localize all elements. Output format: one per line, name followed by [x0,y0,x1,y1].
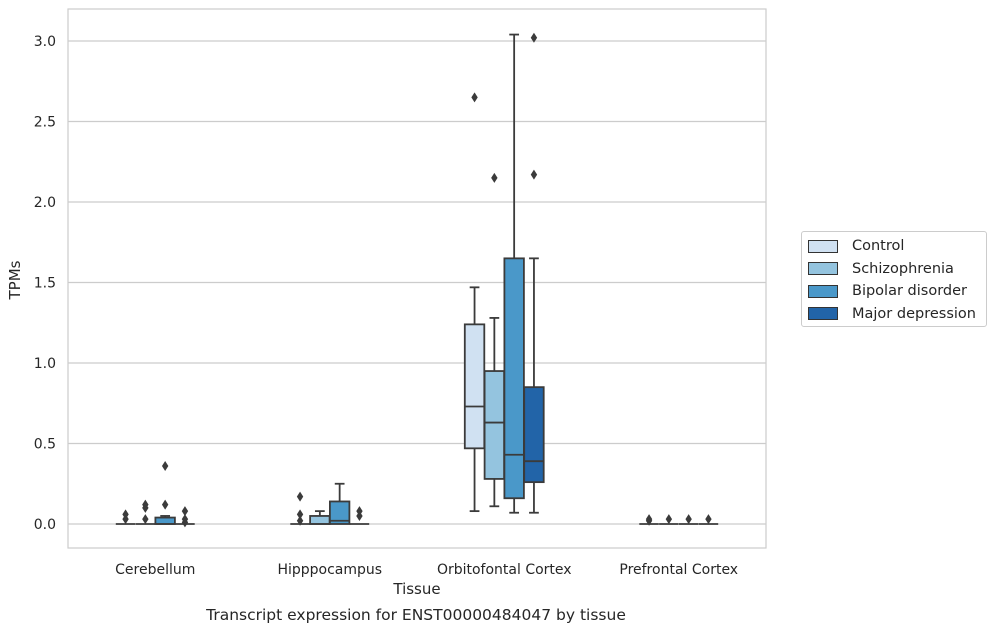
y-tick-label: 0.0 [34,517,56,533]
box-body [309,515,331,525]
box-major-depression [523,32,545,514]
x-tick-labels: Cerebellum Hipppocampus Orbitofontal Corte… [115,562,738,578]
box-major-depression [698,514,719,525]
chart-caption: Transcript expression for ENST0000048404… [206,606,626,624]
box-schizophrenia [483,172,506,508]
legend-swatch [808,239,838,253]
outlier-point [685,514,692,525]
legend-item: Major depression [808,304,976,324]
boxes-layer [115,32,719,528]
legend-item: Bipolar disorder [808,281,967,301]
legend-label: Major depression [852,305,976,322]
outlier-point [142,499,149,510]
outlier-point [296,515,304,526]
box-body [483,370,506,480]
x-tick-label: Hipppocampus [277,562,382,578]
y-tick-labels: 0.0 0.5 1.0 1.5 2.0 2.5 3.0 [34,34,56,533]
legend-item: Control [808,236,904,256]
box-bipolar-disorder [154,461,176,525]
y-tick-label: 1.5 [34,276,56,292]
y-tick-label: 2.0 [34,195,56,211]
box-body [463,323,486,450]
legend-swatch [808,284,838,298]
box-bipolar-disorder [328,482,351,525]
x-tick-label: Orbitofontal Cortex [437,562,572,578]
outlier-point [530,32,538,43]
box-bipolar-disorder [503,33,525,514]
box-schizophrenia [135,499,156,525]
outlier-point [530,169,538,180]
box-schizophrenia [309,510,331,525]
box-control [290,491,310,526]
legend: Control Schizophrenia Bipolar disorder Majo… [801,231,987,327]
outlier-point [665,514,673,525]
y-tick-label: 1.0 [34,356,56,372]
outlier-point [471,92,478,103]
box-body [503,257,525,500]
box-major-depression [349,506,370,525]
grid-lines [68,40,766,525]
outlier-point [491,172,498,183]
box-control [463,92,486,513]
box-major-depression [175,506,195,528]
x-tick-label: Prefrontal Cortex [619,562,738,578]
outlier-point [356,506,363,517]
plot-area [67,8,767,549]
box-bipolar-disorder [678,514,699,525]
y-axis-label: TPMs [6,260,24,300]
legend-label: Schizophrenia [852,260,954,277]
legend-swatch [808,307,838,320]
box-body [328,500,351,525]
legend-item: Schizophrenia [808,259,954,279]
outlier-point [705,514,712,525]
outlier-point [122,509,129,520]
legend-swatch [808,262,838,275]
outlier-point [161,461,169,472]
x-axis-label: Tissue [392,580,440,598]
outlier-point [296,491,304,502]
box-schizophrenia [659,514,679,525]
box-control [639,514,659,526]
box-control [115,509,136,525]
outlier-point [296,509,304,520]
box-body [154,516,176,525]
x-tick-label: Cerebellum [115,562,195,578]
outlier-point [645,514,653,525]
y-tick-label: 0.5 [34,437,56,453]
box-body [523,386,545,484]
outlier-point [161,499,169,510]
legend-label: Bipolar disorder [852,283,967,299]
y-tick-label: 3.0 [34,34,56,50]
outlier-point [181,506,189,517]
legend-label: Control [852,238,905,254]
y-tick-label: 2.5 [34,115,56,131]
outlier-point [181,514,189,525]
outlier-point [142,514,149,525]
